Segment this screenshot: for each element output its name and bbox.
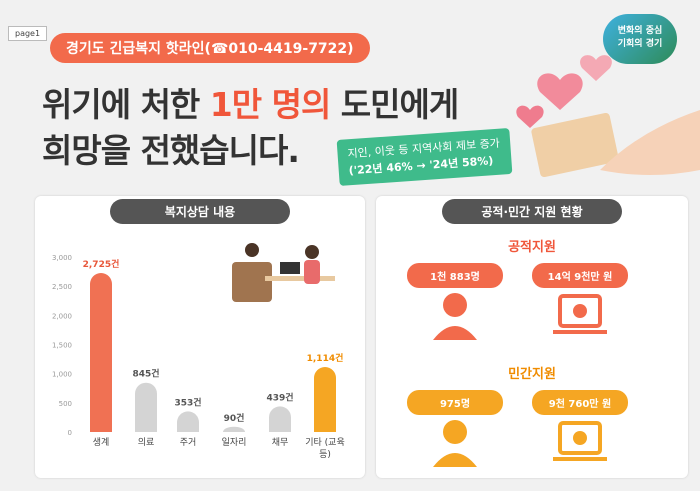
bar bbox=[135, 382, 157, 432]
bar bbox=[223, 426, 245, 432]
people-pill: 1천 883명 bbox=[407, 263, 503, 288]
bar bbox=[314, 367, 336, 432]
y-tick-label: 2,500 bbox=[52, 283, 72, 291]
headline-text: 도민에게 bbox=[330, 85, 459, 124]
y-tick-label: 500 bbox=[59, 400, 72, 408]
value-label: 1,114건 bbox=[307, 352, 344, 364]
section-title: 공적지원 bbox=[508, 240, 556, 255]
page-tag: page1 bbox=[8, 26, 48, 41]
headline: 위기에 처한 1만 명의 도민에게 bbox=[42, 78, 459, 126]
logo-line: 변화의 중심 bbox=[617, 26, 663, 36]
bar bbox=[177, 411, 199, 432]
bar bbox=[269, 406, 291, 432]
y-tick-label: 1,000 bbox=[52, 371, 72, 379]
logo-line: 기회의 경기 bbox=[617, 39, 663, 49]
x-tick-label: 주거 bbox=[179, 438, 197, 448]
hotline-banner: 경기도 긴급복지 핫라인(☎010-4419-7722) bbox=[50, 33, 370, 63]
value-label: 90건 bbox=[224, 412, 245, 424]
y-tick-label: 2,000 bbox=[52, 312, 72, 320]
people-pill: 975명 bbox=[407, 390, 503, 415]
amount-pill: 14억 9천만 원 bbox=[532, 263, 628, 288]
support-icons bbox=[433, 293, 607, 467]
x-tick-label: 생계 bbox=[92, 438, 110, 448]
headline-text: 위기에 처한 bbox=[42, 85, 210, 124]
hearts-illustration bbox=[516, 55, 700, 178]
amount-pill: 9천 760만 원 bbox=[532, 390, 628, 415]
section-title: 민간지원 bbox=[508, 367, 556, 382]
headline-highlight: 1만 명의 bbox=[209, 85, 332, 124]
value-label: 353건 bbox=[174, 396, 201, 408]
people-illustration bbox=[232, 243, 335, 302]
value-label: 439건 bbox=[266, 391, 293, 403]
headline: 희망을 전했습니다. bbox=[42, 131, 300, 170]
panel-title: 복지상담 내용 bbox=[110, 199, 290, 224]
x-tick-label: 일자리 bbox=[221, 438, 247, 448]
y-tick-label: 1,500 bbox=[52, 342, 72, 350]
y-tick-label: 3,000 bbox=[52, 254, 72, 262]
bar bbox=[90, 273, 112, 432]
x-tick-label: 채무 bbox=[271, 438, 289, 448]
value-label: 2,725건 bbox=[83, 258, 120, 270]
support-card: 공적·민간 지원 현황 bbox=[376, 196, 688, 478]
panel-title: 공적·민간 지원 현황 bbox=[442, 199, 622, 224]
x-tick-label: 의료 bbox=[137, 438, 155, 448]
value-label: 845건 bbox=[132, 368, 159, 380]
x-tick-label: 기타 (교육 등) bbox=[305, 438, 345, 460]
y-tick-label: 0 bbox=[68, 429, 72, 437]
